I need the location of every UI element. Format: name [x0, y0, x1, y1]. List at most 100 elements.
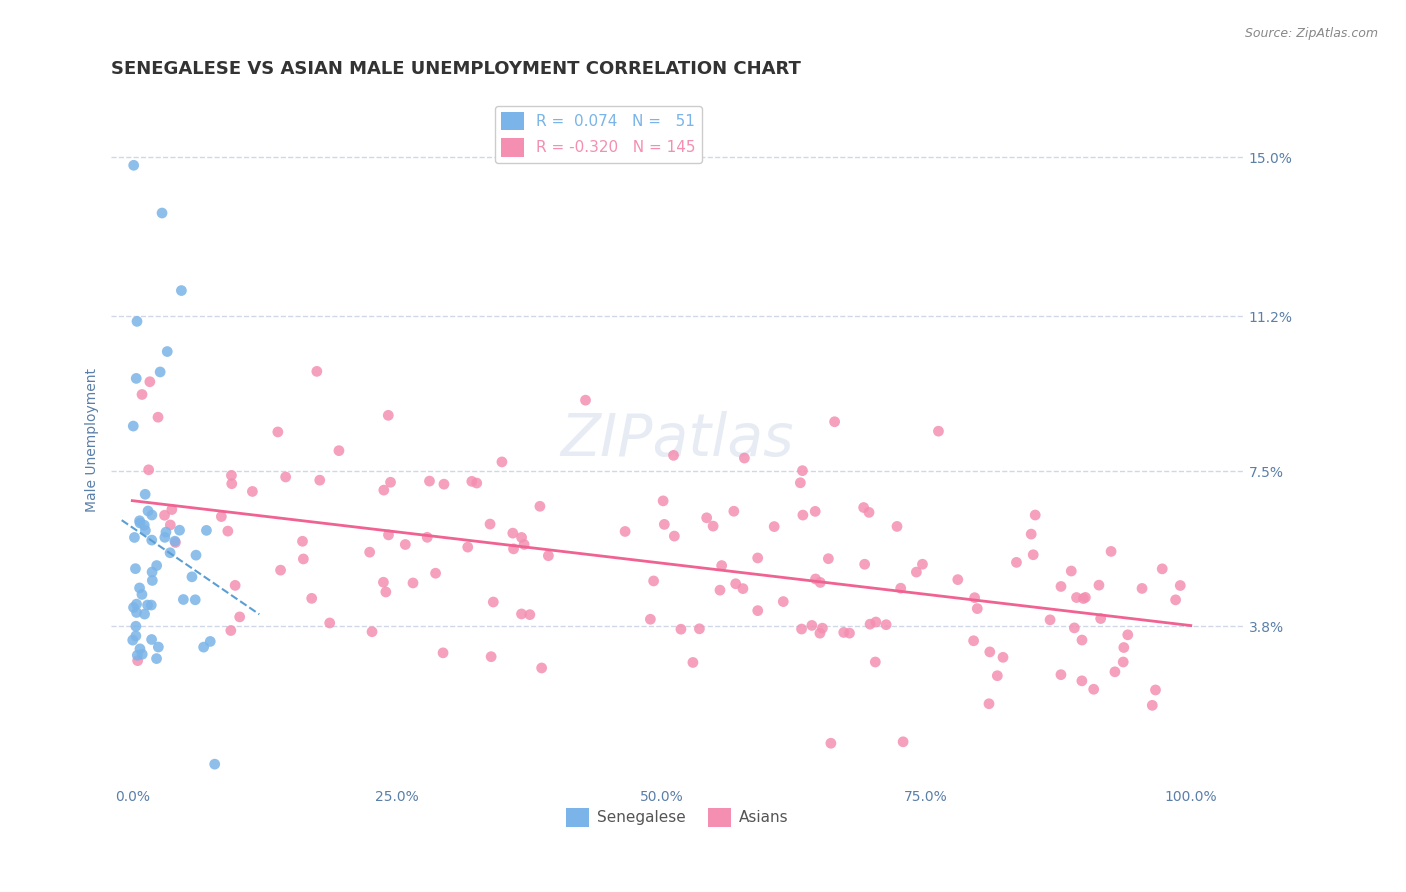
Senegalese	[128, 581, 150, 595]
Asians	[1088, 578, 1111, 592]
Asians	[865, 655, 887, 669]
Asians	[482, 595, 505, 609]
Senegalese	[125, 597, 148, 611]
Senegalese	[129, 516, 152, 530]
Senegalese	[200, 634, 222, 648]
Asians	[1050, 579, 1073, 593]
Asians	[209, 509, 232, 524]
Asians	[1152, 562, 1174, 576]
Asians	[219, 624, 242, 638]
Asians	[808, 575, 831, 590]
Senegalese	[195, 524, 218, 538]
Asians	[1116, 628, 1139, 642]
Asians	[859, 617, 882, 632]
Senegalese	[145, 651, 167, 665]
Senegalese	[125, 629, 148, 643]
Asians	[772, 594, 794, 608]
Asians	[808, 626, 831, 640]
Asians	[652, 494, 675, 508]
Asians	[991, 650, 1014, 665]
Senegalese	[134, 524, 156, 538]
Asians	[228, 610, 250, 624]
Asians	[127, 654, 149, 668]
Asians	[574, 393, 596, 408]
Asians	[652, 517, 675, 532]
Asians	[1039, 613, 1062, 627]
Asians	[858, 505, 880, 519]
Asians	[1083, 682, 1105, 697]
Senegalese	[122, 600, 145, 615]
Asians	[224, 578, 246, 592]
Asians	[1164, 592, 1187, 607]
Senegalese	[121, 633, 143, 648]
Senegalese	[141, 632, 163, 647]
Senegalese	[159, 546, 181, 560]
Asians	[465, 476, 488, 491]
Asians	[696, 510, 718, 524]
Asians	[377, 409, 399, 423]
Senegalese	[122, 419, 145, 434]
Asians	[682, 656, 704, 670]
Asians	[1071, 633, 1094, 648]
Asians	[537, 549, 560, 563]
Senegalese	[150, 206, 173, 220]
Senegalese	[134, 518, 156, 533]
Asians	[153, 508, 176, 523]
Asians	[433, 477, 456, 491]
Senegalese	[184, 548, 207, 562]
Asians	[723, 504, 745, 518]
Senegalese	[141, 574, 163, 588]
Y-axis label: Male Unemployment: Male Unemployment	[86, 368, 100, 512]
Asians	[267, 425, 290, 439]
Asians	[865, 615, 887, 629]
Asians	[1024, 508, 1046, 522]
Asians	[640, 612, 662, 626]
Asians	[270, 563, 292, 577]
Senegalese	[204, 757, 226, 772]
Senegalese	[172, 592, 194, 607]
Asians	[1050, 667, 1073, 681]
Asians	[394, 537, 416, 551]
Asians	[502, 526, 524, 541]
Asians	[510, 607, 533, 621]
Asians	[724, 576, 747, 591]
Asians	[614, 524, 637, 539]
Asians	[530, 661, 553, 675]
Asians	[513, 537, 536, 551]
Senegalese	[153, 530, 176, 544]
Senegalese	[122, 158, 145, 172]
Asians	[1168, 578, 1191, 592]
Asians	[146, 410, 169, 425]
Senegalese	[136, 504, 159, 518]
Asians	[328, 443, 350, 458]
Senegalese	[128, 514, 150, 528]
Senegalese	[129, 641, 152, 656]
Asians	[461, 475, 484, 489]
Asians	[1073, 591, 1095, 606]
Asians	[308, 473, 330, 487]
Senegalese	[169, 523, 191, 537]
Asians	[138, 463, 160, 477]
Senegalese	[141, 533, 163, 547]
Asians	[374, 585, 396, 599]
Senegalese	[181, 570, 204, 584]
Asians	[1104, 665, 1126, 679]
Asians	[139, 375, 162, 389]
Asians	[416, 530, 439, 544]
Asians	[1019, 527, 1042, 541]
Asians	[820, 736, 842, 750]
Asians	[529, 500, 551, 514]
Asians	[1005, 555, 1028, 569]
Asians	[319, 615, 342, 630]
Asians	[911, 558, 934, 572]
Senegalese	[134, 487, 156, 501]
Text: Source: ZipAtlas.com: Source: ZipAtlas.com	[1244, 27, 1378, 40]
Senegalese	[184, 592, 207, 607]
Text: ZIPatlas: ZIPatlas	[561, 411, 794, 468]
Asians	[291, 534, 314, 549]
Asians	[519, 607, 541, 622]
Asians	[301, 591, 323, 606]
Asians	[886, 519, 908, 533]
Asians	[875, 617, 897, 632]
Asians	[890, 581, 912, 595]
